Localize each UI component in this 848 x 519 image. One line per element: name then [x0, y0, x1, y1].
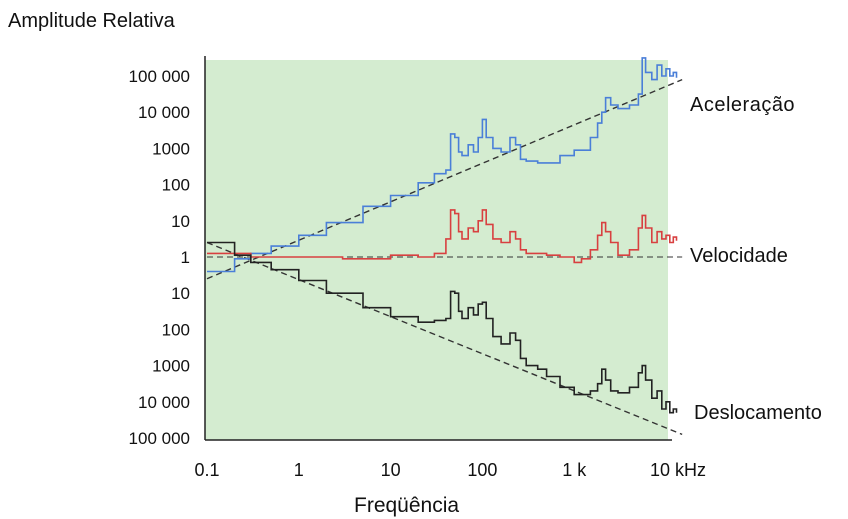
y-tick-label: 1 [181, 248, 190, 267]
series-line-2 [207, 209, 678, 264]
series-line-1 [207, 57, 678, 273]
y-tick-label: 1000 [152, 357, 190, 376]
y-tick-label: 100 000 [129, 67, 190, 86]
axes [204, 56, 672, 441]
y-axis-title: Amplitude Relativa [8, 10, 175, 32]
y-tick-label: 100 [162, 320, 190, 339]
y-tick-label: 10 [171, 284, 190, 303]
y-tick-label: 1000 [152, 139, 190, 158]
series-label-deslocamento: Deslocamento [694, 402, 822, 424]
x-tick-label: 1 k [562, 460, 587, 480]
series-label-velocidade: Velocidade [690, 245, 788, 267]
x-tick-label: 0.1 [194, 460, 219, 480]
x-axis-title: Freqüência [354, 494, 460, 517]
y-tick-label: 100 000 [129, 429, 190, 448]
series-line-3 [207, 241, 678, 414]
x-tick-label: 10 kHz [650, 460, 706, 480]
y-tick-labels: 100 000 10 000 1000 100 10 1 10 100 1000 10 000 10… [129, 67, 190, 448]
y-tick-label: 10 000 [138, 103, 190, 122]
trend-line-3 [206, 241, 683, 436]
series-label-aceleracao: Aceleração [690, 94, 796, 116]
y-tick-label: 100 [162, 176, 190, 195]
y-tick-label: 10 [171, 212, 190, 231]
x-tick-label: 10 [381, 460, 401, 480]
x-tick-label: 100 [467, 460, 497, 480]
y-tick-label: 10 000 [138, 393, 190, 412]
x-tick-labels: 0.1 1 10 100 1 k 10 kHz [194, 460, 706, 480]
x-tick-label: 1 [294, 460, 304, 480]
series-lines [207, 57, 678, 414]
